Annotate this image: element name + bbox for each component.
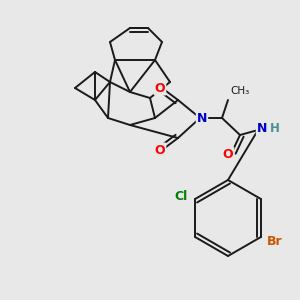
Text: N: N [257, 122, 267, 134]
Text: O: O [223, 148, 233, 160]
Text: Cl: Cl [175, 190, 188, 203]
Text: Br: Br [267, 235, 283, 248]
Text: O: O [155, 82, 165, 94]
Text: N: N [197, 112, 207, 124]
Text: CH₃: CH₃ [230, 86, 249, 96]
Text: H: H [270, 122, 280, 134]
Text: O: O [155, 143, 165, 157]
